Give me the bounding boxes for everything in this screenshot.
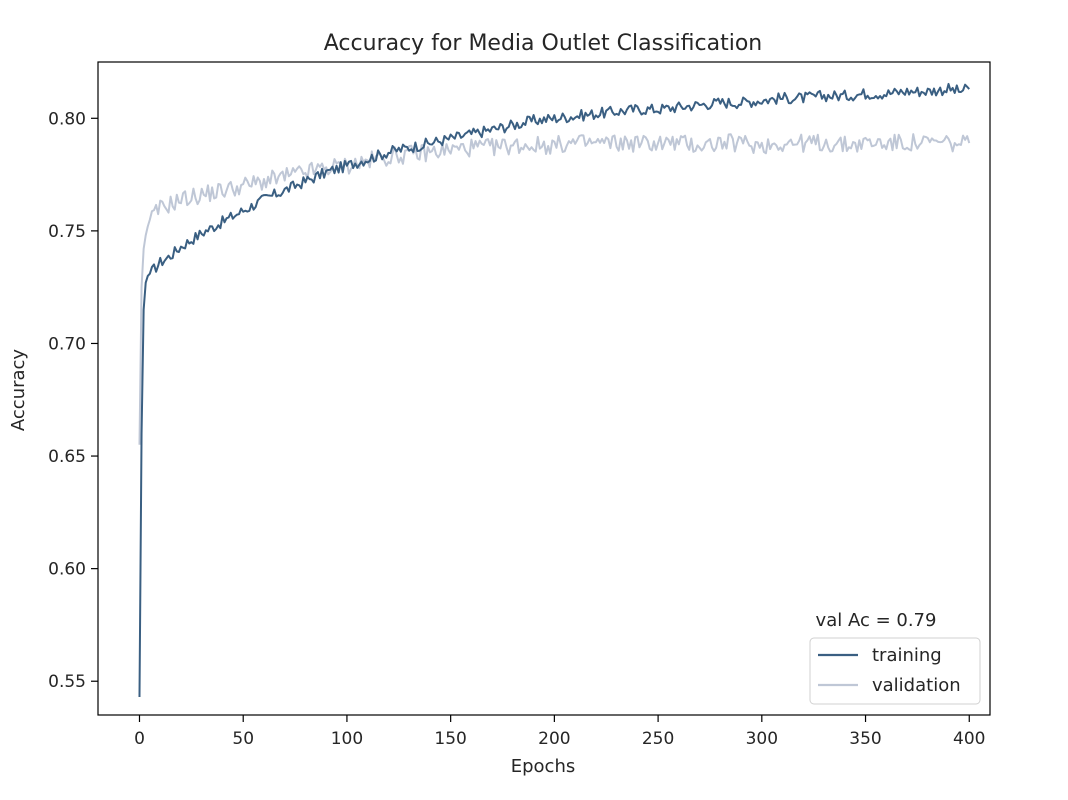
x-tick-label: 0 bbox=[134, 729, 145, 749]
x-tick-label: 400 bbox=[953, 729, 985, 749]
x-tick-label: 100 bbox=[331, 729, 363, 749]
y-axis: 0.55 0.60 0.65 0.70 0.75 0.80 bbox=[48, 109, 98, 692]
y-tick-label: 0.60 bbox=[48, 560, 86, 580]
x-tick-label: 200 bbox=[538, 729, 570, 749]
y-tick-label: 0.75 bbox=[48, 222, 86, 242]
x-tick-label: 350 bbox=[849, 729, 881, 749]
y-axis-label: Accuracy bbox=[8, 349, 29, 432]
validation-series-line bbox=[138, 133, 971, 445]
x-axis-label: Epochs bbox=[511, 756, 576, 777]
legend-title: val Ac = 0.79 bbox=[816, 610, 937, 631]
x-tick-label: 250 bbox=[642, 729, 674, 749]
series-layer bbox=[138, 82, 971, 697]
x-axis: 0 50 100 150 200 250 300 350 400 bbox=[134, 715, 985, 749]
legend: training validation bbox=[809, 637, 981, 705]
y-tick-label: 0.65 bbox=[48, 447, 86, 467]
x-tick-label: 50 bbox=[232, 729, 254, 749]
training-series-line bbox=[138, 82, 970, 697]
y-tick-label: 0.80 bbox=[48, 109, 86, 129]
plot-frame bbox=[97, 61, 991, 716]
x-tick-label: 300 bbox=[746, 729, 778, 749]
x-tick-label: 150 bbox=[434, 729, 466, 749]
legend-training-label: training bbox=[872, 645, 942, 666]
legend-validation-label: validation bbox=[872, 675, 961, 696]
y-tick-label: 0.70 bbox=[48, 334, 86, 354]
y-tick-label: 0.55 bbox=[48, 672, 86, 692]
chart-title: Accuracy for Media Outlet Classification bbox=[324, 31, 762, 56]
